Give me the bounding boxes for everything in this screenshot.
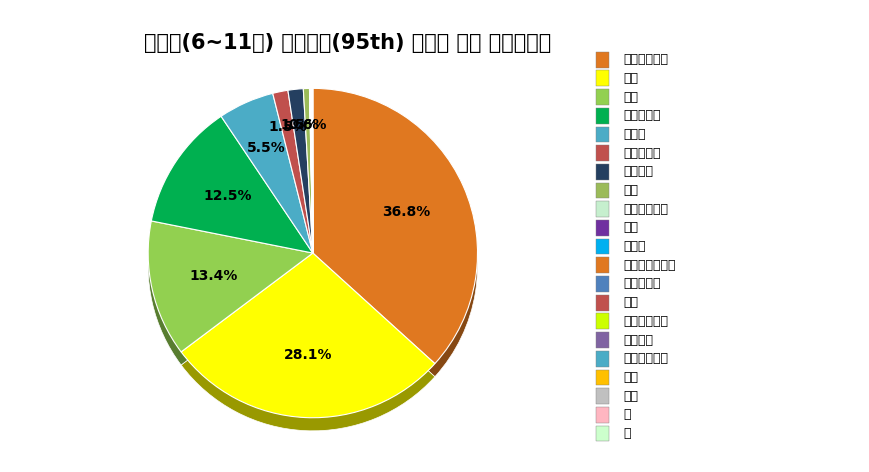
Text: 영양강화음료: 영양강화음료 bbox=[623, 352, 668, 365]
Text: 전국민(6~11세) 극단섭취(95th) 식품별 퓨란 노출기여도: 전국민(6~11세) 극단섭취(95th) 식품별 퓨란 노출기여도 bbox=[144, 33, 551, 53]
Wedge shape bbox=[313, 101, 478, 377]
Text: 36.8%: 36.8% bbox=[382, 205, 430, 219]
Wedge shape bbox=[310, 101, 313, 266]
Text: 1.5%: 1.5% bbox=[280, 118, 319, 132]
Bar bbox=[596, 89, 608, 105]
Wedge shape bbox=[312, 101, 313, 266]
Wedge shape bbox=[288, 102, 313, 266]
Wedge shape bbox=[311, 101, 313, 266]
Wedge shape bbox=[310, 101, 313, 266]
Text: 곡류두류통조림: 곡류두류통조림 bbox=[623, 259, 676, 272]
Wedge shape bbox=[148, 234, 313, 365]
Wedge shape bbox=[309, 101, 313, 266]
Wedge shape bbox=[151, 116, 313, 253]
Text: 음료: 음료 bbox=[623, 184, 638, 197]
Wedge shape bbox=[273, 90, 313, 253]
Wedge shape bbox=[309, 101, 313, 266]
Text: 13.4%: 13.4% bbox=[189, 269, 237, 283]
Wedge shape bbox=[310, 88, 313, 253]
Bar bbox=[596, 426, 608, 441]
Text: 카레: 카레 bbox=[623, 371, 638, 384]
Bar bbox=[596, 407, 608, 423]
Wedge shape bbox=[151, 129, 313, 266]
Text: 스낵: 스낵 bbox=[623, 91, 638, 103]
Bar bbox=[596, 52, 608, 67]
Bar bbox=[596, 257, 608, 273]
Wedge shape bbox=[303, 88, 313, 253]
Text: 육류통조림: 육류통조림 bbox=[623, 278, 660, 290]
Bar bbox=[596, 70, 608, 86]
Wedge shape bbox=[311, 88, 313, 253]
Wedge shape bbox=[311, 101, 313, 266]
Wedge shape bbox=[303, 101, 313, 266]
Wedge shape bbox=[273, 103, 313, 266]
Text: 수산물통조림: 수산물통조림 bbox=[623, 53, 668, 66]
Wedge shape bbox=[181, 253, 434, 418]
Bar bbox=[596, 351, 608, 367]
Text: 1.5%: 1.5% bbox=[268, 120, 307, 134]
Text: 28.1%: 28.1% bbox=[284, 348, 332, 362]
Wedge shape bbox=[312, 101, 313, 266]
Wedge shape bbox=[310, 88, 313, 253]
Wedge shape bbox=[313, 88, 478, 363]
Bar bbox=[596, 126, 608, 143]
Wedge shape bbox=[311, 88, 313, 253]
Bar bbox=[596, 332, 608, 348]
Bar bbox=[596, 239, 608, 254]
Text: 당류가공품: 당류가공품 bbox=[623, 147, 660, 160]
Text: 분유: 분유 bbox=[623, 221, 638, 235]
Bar bbox=[596, 201, 608, 217]
Text: 빵: 빵 bbox=[623, 427, 631, 440]
Bar bbox=[596, 183, 608, 198]
Bar bbox=[596, 145, 608, 161]
Wedge shape bbox=[311, 88, 313, 253]
Text: 원두커피: 원두커피 bbox=[623, 334, 653, 346]
Text: 0.6%: 0.6% bbox=[289, 118, 327, 132]
Text: 과일주스: 과일주스 bbox=[623, 165, 653, 178]
Wedge shape bbox=[309, 88, 313, 253]
Wedge shape bbox=[181, 266, 434, 431]
Text: 짜장: 짜장 bbox=[623, 389, 638, 403]
Wedge shape bbox=[312, 88, 313, 253]
Text: 이유식: 이유식 bbox=[623, 240, 646, 253]
Text: 비스킷: 비스킷 bbox=[623, 128, 646, 141]
Text: 스프: 스프 bbox=[623, 296, 638, 309]
Bar bbox=[596, 276, 608, 292]
Wedge shape bbox=[311, 101, 313, 266]
Wedge shape bbox=[221, 93, 313, 253]
Text: 소스: 소스 bbox=[623, 72, 638, 85]
Wedge shape bbox=[309, 88, 313, 253]
Wedge shape bbox=[310, 101, 313, 266]
Wedge shape bbox=[221, 106, 313, 266]
Bar bbox=[596, 313, 608, 329]
Bar bbox=[596, 108, 608, 124]
Text: 채소류통조림: 채소류통조림 bbox=[623, 202, 668, 216]
Bar bbox=[596, 220, 608, 236]
Bar bbox=[596, 388, 608, 404]
Bar bbox=[596, 370, 608, 385]
Text: 12.5%: 12.5% bbox=[203, 189, 252, 203]
Wedge shape bbox=[148, 221, 313, 352]
Text: 5.5%: 5.5% bbox=[247, 141, 285, 155]
Wedge shape bbox=[310, 88, 313, 253]
Wedge shape bbox=[312, 88, 313, 253]
Text: 인스턴트커피: 인스턴트커피 bbox=[623, 315, 668, 328]
Text: 국: 국 bbox=[623, 408, 631, 421]
Text: 과일통조림: 과일통조림 bbox=[623, 109, 660, 122]
Bar bbox=[596, 164, 608, 180]
Wedge shape bbox=[288, 89, 313, 253]
Bar bbox=[596, 295, 608, 311]
